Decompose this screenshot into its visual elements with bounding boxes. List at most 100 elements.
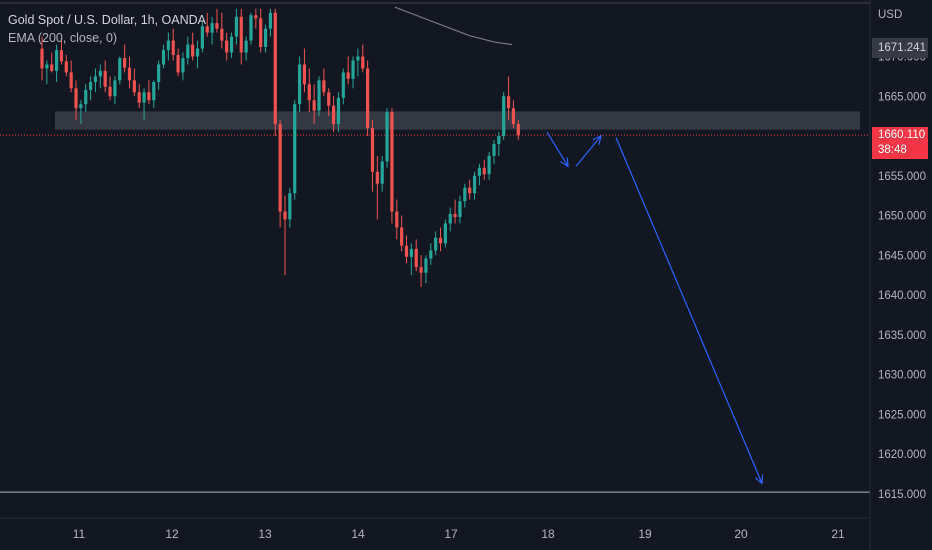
projection-segment[interactable] [546,131,569,167]
candle-body [69,72,73,89]
candle-body [502,96,506,136]
candle-body [84,89,88,105]
candle-body [244,40,248,53]
candle-body [215,23,219,29]
projection-arrowhead [592,134,602,145]
candle-body [414,248,418,268]
candle-body [302,64,307,85]
candle-body [332,105,336,125]
candle-body [195,48,200,57]
candle-body [210,23,214,33]
x-tick-label: 13 [258,527,272,541]
candle-body [492,143,496,156]
y-tick-label: 1640.000 [878,290,926,302]
candle-body [434,237,438,251]
candle-body [186,44,190,59]
candle-body [468,187,472,194]
candle-body [278,124,282,212]
candle-body [123,58,127,68]
candle-body [317,80,321,111]
candle-body [482,167,486,175]
candle-body [176,54,180,73]
candle-body [400,227,404,246]
projection-arrowhead [560,157,569,168]
ema-price-value: 1671.241 [878,42,926,54]
candle-body [147,92,151,101]
candle-body [132,80,136,93]
y-tick-label: 1645.000 [878,250,926,262]
candle-body [220,28,224,41]
candle-body [336,97,341,125]
candle-body [108,86,112,97]
candle-body [297,64,302,105]
candle-body [152,81,156,101]
candle-body [346,72,350,79]
candle-body [477,167,481,176]
candle-body [288,193,292,220]
candle-body [166,40,170,51]
x-tick-label: 20 [734,527,748,541]
x-tick-label: 11 [73,527,86,541]
candle-body [45,64,49,69]
y-tick-label: 1615.000 [878,489,926,501]
candle-body [200,26,204,49]
candle-body [375,171,379,184]
y-tick-label: 1650.000 [878,211,926,223]
ema-indicator-label[interactable]: EMA (200, close, 0) [8,31,118,45]
candle-body [234,16,238,37]
candle-body [59,50,64,62]
candle-body [448,213,452,224]
candle-body [497,136,501,144]
candle-body [356,56,360,61]
candle-body [429,250,433,259]
candle-body [327,92,331,106]
candle-body [74,88,78,109]
y-tick-label: 1665.000 [878,91,926,103]
candle-body [390,112,394,212]
candle-body [181,58,185,73]
candle-body [40,48,44,69]
candle-body [463,187,467,202]
candle-body [370,128,375,172]
candle-body [409,248,413,257]
candle-body [254,15,258,19]
candle-body [79,104,83,109]
candle-body [322,80,326,93]
y-tick-label: 1635.000 [878,330,926,342]
candle-body [239,16,243,53]
candle-body [366,68,370,129]
candle-body [487,155,491,175]
candle-body [50,64,54,71]
candle-body [380,161,384,184]
x-tick-label: 19 [638,527,652,541]
candle-body [113,80,117,97]
symbol-title[interactable]: Gold Spot / U.S. Dollar, 1h, OANDA [8,13,206,27]
candle-body [424,258,428,273]
candle-body [506,96,511,109]
currency-label[interactable]: USD [878,9,903,21]
candle-body [118,58,122,81]
candle-body [157,64,161,82]
projection-segment[interactable] [615,137,763,484]
last-price-tag: 1660.110 38:48 [872,127,928,159]
resistance-zone[interactable] [55,111,860,130]
candle-body [225,40,229,53]
ema-200-line[interactable] [394,6,513,46]
y-tick-label: 1625.000 [878,409,926,421]
candle-body [89,81,93,90]
candle-body [395,211,399,228]
candle-body [249,15,253,41]
x-tick-label: 17 [444,527,458,541]
projection-segment[interactable] [575,135,602,167]
candle-body [64,61,68,73]
candle-body [361,56,365,69]
candle-body [268,12,273,29]
x-tick-label: 14 [351,527,365,541]
last-price-value: 1660.110 [878,129,926,141]
candle-body [341,72,345,98]
candle-body [54,50,59,71]
projection-arrowhead [754,474,764,485]
candle-body [191,44,195,57]
